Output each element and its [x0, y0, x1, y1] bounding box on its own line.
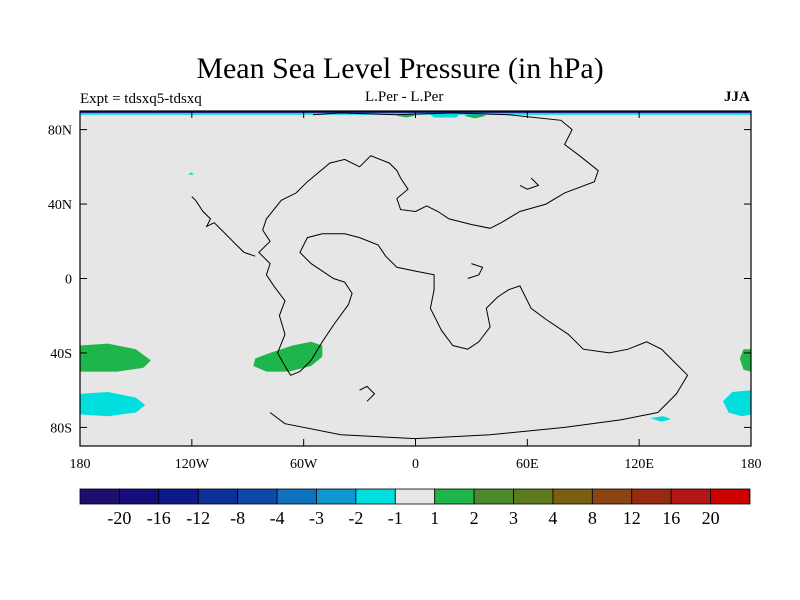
colorbar-box-1: [119, 488, 160, 505]
colorbar-label-8: 1: [430, 508, 439, 528]
x-tick-label-0: 180: [70, 457, 91, 472]
colorbar-box-5: [276, 488, 317, 505]
colorbar-label-9: 2: [470, 508, 479, 528]
y-tick-label-4: 80S: [50, 421, 72, 436]
anomaly-region-7: [650, 416, 671, 422]
coastline-1: [191, 196, 256, 257]
chart-title: Mean Sea Level Pressure (in hPa): [196, 52, 604, 85]
colorbar-label-0: -20: [107, 508, 131, 528]
x-tick-label-5: 120E: [624, 457, 654, 472]
colorbar-label-10: 3: [509, 508, 518, 528]
y-tick-label-2: 0: [65, 273, 72, 288]
anomaly-region-5: [80, 392, 146, 417]
anomaly-region-6: [723, 390, 751, 417]
x-tick-label-4: 60E: [516, 457, 539, 472]
period-label: L.Per - L.Per: [365, 89, 444, 105]
colorbar-label-12: 8: [588, 508, 597, 528]
y-tick-label-1: 40N: [48, 198, 72, 213]
x-tick-label-2: 60W: [290, 457, 318, 472]
colorbar-box-6: [316, 488, 357, 505]
colorbar-label-11: 4: [548, 508, 557, 528]
y-axis: 80N 40N 0 40S 80S: [48, 124, 751, 436]
colorbar-label-14: 16: [662, 508, 680, 528]
coastline-4: [519, 177, 540, 190]
anomaly-region-4: [464, 112, 487, 119]
anomaly-region-1: [253, 341, 323, 372]
colorbar-box-4: [237, 488, 278, 505]
colorbar-label-2: -12: [186, 508, 210, 528]
x-axis: 180 120W 60W 0 60E 120E 180: [70, 111, 762, 472]
coastline-0: [258, 112, 689, 440]
colorbar-box-13: [591, 488, 633, 505]
anomaly-region-0: [80, 343, 151, 372]
colorbar-label-4: -4: [270, 508, 285, 528]
experiment-label: Expt = tdsxq5-tdsxq: [80, 91, 202, 107]
anomaly-region-2: [739, 349, 751, 372]
colorbar-label-15: 20: [702, 508, 720, 528]
colorbar-box-11: [513, 488, 554, 505]
colorbar-box-10: [473, 488, 514, 505]
colorbar-box-3: [197, 488, 239, 505]
x-tick-label-3: 0: [412, 457, 419, 472]
y-tick-label-3: 40S: [50, 347, 72, 362]
colorbar-box-12: [552, 488, 593, 505]
colorbar-box-2: [158, 488, 199, 505]
coastlines: [191, 112, 689, 440]
colorbar-label-7: -1: [388, 508, 403, 528]
colorbar-box-9: [434, 488, 475, 505]
colorbar: -20 -16 -12 -8 -4 -3 -2 -1 1 2 3 4 8 12 16 20: [79, 488, 751, 528]
coastline-2: [467, 263, 484, 279]
x-tick-label-6: 180: [741, 457, 762, 472]
season-label: JJA: [724, 89, 750, 105]
colorbar-box-8: [394, 488, 436, 505]
anomaly-region-3: [396, 112, 416, 118]
y-tick-label-0: 80N: [48, 124, 72, 139]
colorbar-label-6: -2: [348, 508, 363, 528]
map-background: [80, 111, 751, 446]
coastline-3: [359, 385, 376, 402]
x-tick-label-1: 120W: [175, 457, 210, 472]
colorbar-box-15: [670, 488, 711, 505]
colorbar-box-0: [79, 488, 120, 505]
anomaly-region-8: [188, 172, 194, 176]
colorbar-box-7: [355, 488, 396, 505]
colorbar-box-16: [710, 488, 751, 505]
colorbar-box-14: [631, 488, 672, 505]
colorbar-label-3: -8: [230, 508, 245, 528]
colorbar-label-13: 12: [623, 508, 641, 528]
colorbar-label-1: -16: [147, 508, 171, 528]
colorbar-label-5: -3: [309, 508, 324, 528]
